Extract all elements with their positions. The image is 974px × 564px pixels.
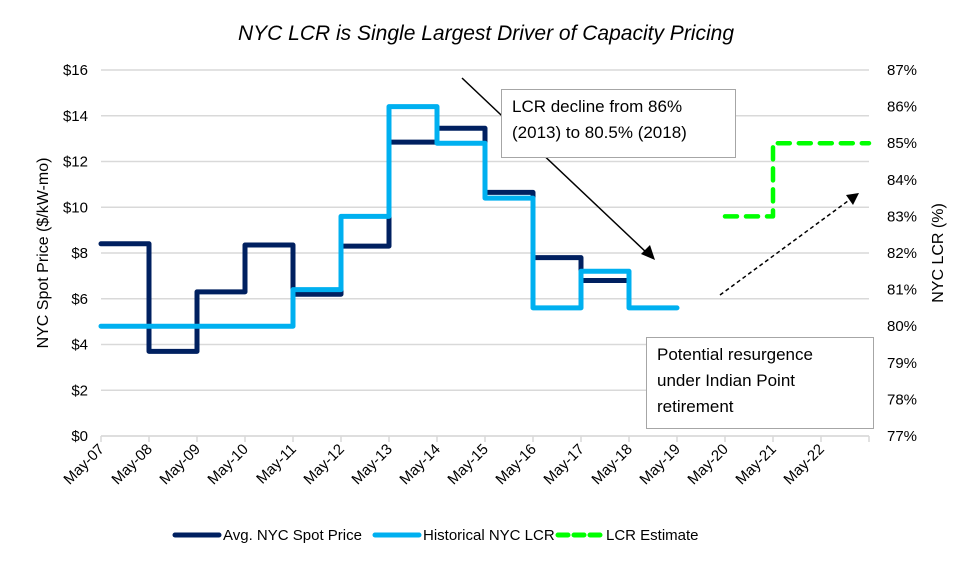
y2-tick-label: 79%	[887, 355, 917, 372]
y2-tick-label: 80%	[887, 318, 917, 335]
x-tick-label: May-11	[253, 441, 300, 488]
x-tick-label: May-10	[204, 441, 251, 488]
x-tick-label: May-07	[60, 441, 107, 488]
decline-arrowhead	[641, 245, 655, 260]
x-tick-label: May-20	[684, 441, 731, 488]
gridlines	[101, 69, 869, 437]
x-tick-label: May-16	[492, 441, 539, 488]
y2-tick-label: 82%	[887, 245, 917, 262]
y2-axis-label: NYC LCR (%)	[930, 203, 947, 303]
x-tick-label: May-17	[540, 441, 587, 488]
y-tick-label: $6	[71, 291, 88, 308]
chart-title: NYC LCR is Single Largest Driver of Capa…	[238, 22, 734, 45]
y2-tick-label: 77%	[887, 428, 917, 445]
series-group	[98, 104, 872, 354]
y2-tick-label: 78%	[887, 391, 917, 408]
x-tick-label: May-22	[780, 441, 827, 488]
annotation-resurgence-line1: Potential resurgence	[657, 345, 813, 364]
x-tick-label: May-19	[636, 441, 683, 488]
x-axis: May-07 May-08 May-09 May-10 May-11 May-12 May-…	[60, 435, 870, 488]
x-tick-label: May-09	[156, 441, 203, 488]
y2-tick-label: 84%	[887, 172, 917, 189]
y2-tick-label: 85%	[887, 135, 917, 152]
series-line-historical-nyc-lcr	[98, 104, 680, 329]
legend-label: Historical NYC LCR	[423, 527, 555, 544]
y-axis-label: NYC Spot Price ($/kW-mo)	[35, 158, 52, 349]
y2-tick-label: 87%	[887, 62, 917, 79]
x-tick-label: May-15	[444, 441, 491, 488]
x-tick-label: May-14	[396, 441, 443, 488]
x-tick-label: May-13	[348, 441, 395, 488]
y-tick-label: $2	[71, 382, 88, 399]
y2-tick-label: 86%	[887, 99, 917, 116]
y-tick-label: $4	[71, 337, 88, 354]
annotation-resurgence: Potential resurgence under Indian Point …	[646, 337, 874, 429]
annotation-decline-line1: LCR decline from 86%	[512, 97, 683, 116]
resurgence-arrow	[719, 197, 853, 296]
y2-tick-label: 81%	[887, 282, 917, 299]
annotation-resurgence-line2: under Indian Point	[657, 371, 795, 390]
y-tick-label: $12	[63, 154, 88, 171]
series-line-lcr-estimate	[722, 140, 872, 219]
legend-label: LCR Estimate	[606, 527, 699, 544]
y-tick-label: $14	[63, 108, 88, 125]
legend: Avg. NYC Spot Price Historical NYC LCR LCR…	[172, 527, 699, 544]
x-tick-label: May-08	[108, 441, 155, 488]
decline-arrow	[461, 77, 649, 255]
annotation-resurgence-line3: retirement	[657, 397, 734, 416]
x-tick-label: May-21	[732, 441, 779, 488]
y-axis-right: 77% 78% 79% 80% 81% 82% 83% 84% 85% 86% 87%	[887, 62, 917, 445]
legend-label: Avg. NYC Spot Price	[223, 527, 362, 544]
resurgence-arrowhead	[846, 193, 859, 205]
annotation-decline: LCR decline from 86% (2013) to 80.5% (20…	[501, 89, 736, 158]
y-tick-label: $0	[71, 428, 88, 445]
x-tick-label: May-18	[588, 441, 635, 488]
x-tick-label: May-12	[300, 441, 347, 488]
y-tick-label: $8	[71, 245, 88, 262]
annotation-decline-line2: (2013) to 80.5% (2018)	[512, 123, 687, 142]
y-tick-label: $10	[63, 199, 88, 216]
y-tick-label: $16	[63, 62, 88, 79]
y2-tick-label: 83%	[887, 208, 917, 225]
y-axis-left: $0 $2 $4 $6 $8 $10 $12 $14 $16	[63, 62, 88, 445]
